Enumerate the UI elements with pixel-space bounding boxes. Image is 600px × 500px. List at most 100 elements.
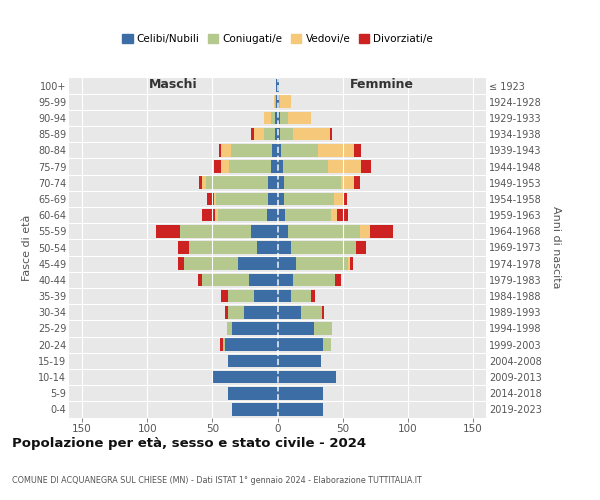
Bar [293, 128, 329, 140]
Bar [216, 192, 268, 205]
Bar [202, 274, 249, 286]
Text: Femmine: Femmine [350, 78, 414, 92]
Bar [284, 192, 334, 205]
Bar [271, 112, 275, 124]
Bar [348, 258, 350, 270]
Bar [275, 128, 277, 140]
Bar [268, 192, 277, 205]
Bar [280, 112, 288, 124]
Bar [318, 144, 355, 156]
Bar [277, 192, 284, 205]
Bar [275, 112, 277, 124]
Bar [189, 241, 257, 254]
Bar [219, 144, 221, 156]
Bar [296, 258, 348, 270]
Legend: Celibi/Nubili, Coniugati/e, Vedovi/e, Divorziati/e: Celibi/Nubili, Coniugati/e, Vedovi/e, Di… [118, 30, 437, 48]
Bar [288, 112, 311, 124]
Bar [254, 128, 265, 140]
Text: Maschi: Maschi [149, 78, 197, 92]
Bar [202, 176, 206, 189]
Bar [228, 290, 254, 302]
Bar [202, 209, 215, 222]
Bar [228, 354, 277, 367]
Bar [277, 96, 279, 108]
Bar [277, 128, 280, 140]
Bar [341, 176, 355, 189]
Bar [199, 176, 202, 189]
Bar [274, 96, 275, 108]
Bar [221, 144, 230, 156]
Bar [226, 338, 277, 351]
Bar [322, 306, 325, 318]
Bar [277, 176, 284, 189]
Bar [284, 176, 341, 189]
Bar [251, 128, 254, 140]
Bar [277, 322, 314, 335]
Bar [223, 338, 226, 351]
Y-axis label: Anni di nascita: Anni di nascita [551, 206, 561, 288]
Bar [314, 322, 332, 335]
Bar [244, 306, 277, 318]
Bar [290, 241, 356, 254]
Bar [272, 144, 277, 156]
Bar [257, 241, 277, 254]
Bar [157, 225, 180, 237]
Bar [337, 209, 348, 222]
Bar [276, 96, 277, 108]
Bar [283, 160, 328, 173]
Bar [323, 338, 331, 351]
Bar [293, 274, 335, 286]
Bar [214, 160, 221, 173]
Bar [221, 290, 228, 302]
Bar [277, 144, 281, 156]
Bar [277, 370, 336, 384]
Bar [361, 160, 371, 173]
Bar [277, 209, 286, 222]
Bar [328, 160, 361, 173]
Bar [249, 274, 277, 286]
Bar [370, 225, 394, 237]
Bar [251, 225, 277, 237]
Text: Popolazione per età, sesso e stato civile - 2024: Popolazione per età, sesso e stato civil… [12, 437, 366, 450]
Bar [344, 192, 347, 205]
Bar [214, 192, 216, 205]
Bar [198, 274, 202, 286]
Bar [277, 403, 323, 415]
Bar [207, 192, 214, 205]
Bar [229, 160, 271, 173]
Bar [277, 274, 293, 286]
Bar [311, 290, 315, 302]
Bar [356, 241, 366, 254]
Bar [180, 225, 251, 237]
Bar [281, 144, 318, 156]
Bar [277, 290, 290, 302]
Bar [277, 241, 290, 254]
Bar [206, 176, 268, 189]
Bar [276, 80, 277, 92]
Bar [277, 80, 279, 92]
Bar [178, 241, 189, 254]
Bar [355, 176, 359, 189]
Bar [218, 209, 267, 222]
Bar [277, 306, 301, 318]
Bar [238, 258, 277, 270]
Bar [215, 209, 218, 222]
Bar [265, 128, 275, 140]
Bar [335, 274, 341, 286]
Bar [290, 290, 311, 302]
Bar [280, 128, 293, 140]
Bar [226, 306, 228, 318]
Bar [288, 225, 359, 237]
Bar [271, 160, 277, 173]
Y-axis label: Fasce di età: Fasce di età [22, 214, 32, 280]
Bar [228, 387, 277, 400]
Bar [277, 258, 296, 270]
Bar [254, 290, 277, 302]
Bar [277, 160, 283, 173]
Bar [277, 112, 280, 124]
Bar [355, 144, 361, 156]
Bar [350, 258, 353, 270]
Bar [228, 306, 244, 318]
Bar [286, 209, 331, 222]
Bar [178, 258, 184, 270]
